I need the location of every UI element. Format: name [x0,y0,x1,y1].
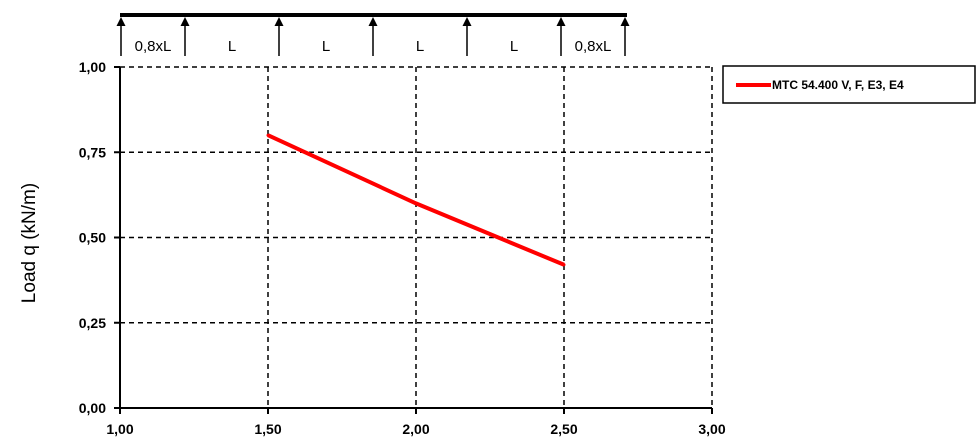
support-arrow-head [116,17,126,26]
series-line [267,133,565,267]
span-label: L [322,38,330,55]
support-arrow-head [180,17,190,26]
span-label: 0,8xL [575,38,612,55]
y-tick-label: 1,00 [79,59,106,75]
chart-series [266,133,566,267]
support-arrow-head [368,17,378,26]
x-tick-label: 2,50 [550,421,577,437]
x-tick-label: 1,50 [254,421,281,437]
data-point [414,201,418,205]
y-tick-label: 0,25 [79,315,106,331]
span-label: L [416,38,424,55]
x-tick-label: 2,00 [402,421,429,437]
chart-legend: MTC 54.400 V, F, E3, E4 [722,65,976,104]
span-diagram: 0,8xL L L L L 0,8xL [116,13,630,56]
x-tick-label: 1,00 [106,421,133,437]
span-label: L [510,38,518,55]
span-label: L [228,38,236,55]
span-label: 0,8xL [135,38,172,55]
data-point [562,263,566,267]
data-point [266,133,270,137]
support-arrow-head [274,17,284,26]
support-arrow-head [556,17,566,26]
chart-axes: 1,00 1,50 2,00 2,50 3,00 0,00 0,25 0,50 0,75 1,00 [79,59,726,437]
legend-label: MTC 54.400 V, F, E3, E4 [772,78,904,92]
x-tick-label: 3,00 [698,421,725,437]
support-arrow-head [620,17,630,26]
y-axis-label: Load q (kN/m) [19,183,40,303]
chart-grid [119,66,713,409]
y-tick-label: 0,00 [79,400,106,416]
support-arrow-head [462,17,472,26]
y-tick-label: 0,75 [79,144,106,160]
y-tick-label: 0,50 [79,230,106,246]
